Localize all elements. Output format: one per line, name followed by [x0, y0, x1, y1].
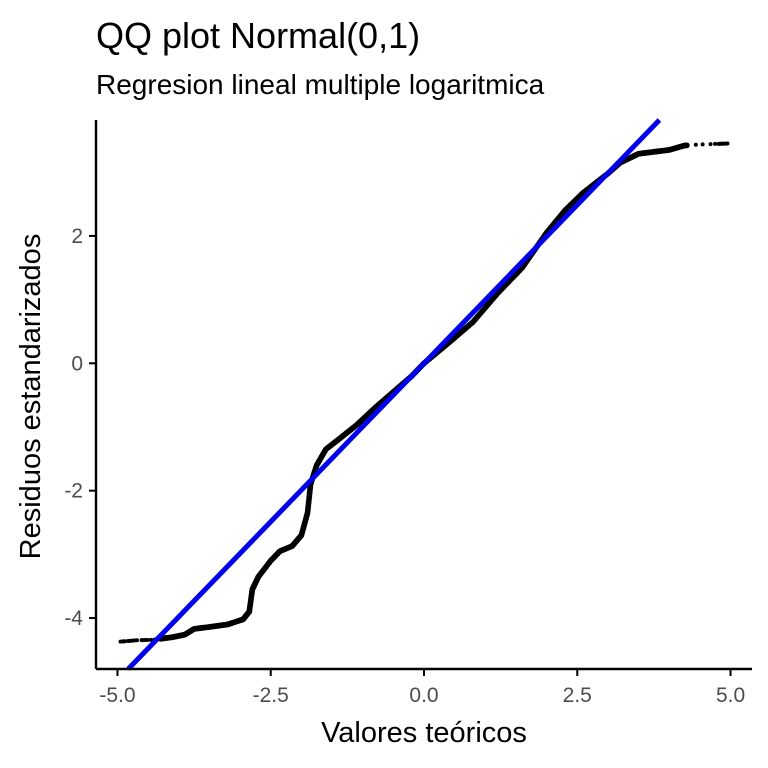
sample-points [119, 142, 730, 644]
sample-point [701, 142, 705, 146]
y-tick-label: 2 [71, 225, 83, 248]
x-tick-label: -2.5 [253, 684, 289, 707]
x-tick-label: 2.5 [563, 684, 592, 707]
y-tick-label: -4 [64, 607, 83, 630]
chart-title: QQ plot Normal(0,1) [96, 15, 420, 56]
x-tick-label: 5.0 [716, 684, 745, 707]
sample-point [694, 143, 698, 147]
x-axis-title: Valores teóricos [321, 717, 527, 749]
sample-point [709, 142, 713, 146]
x-tick-label: 0.0 [409, 684, 438, 707]
y-axis-title: Residuos estandarizados [15, 234, 47, 560]
y-tick-label: -2 [64, 480, 83, 503]
x-axis-ticks: -5.0 -2.5 0.0 2.5 5.0 [99, 669, 745, 707]
reference-line [128, 120, 659, 669]
x-tick-label: -5.0 [99, 684, 135, 707]
sample-point [725, 142, 729, 146]
chart-subtitle: Regresion lineal multiple logaritmica [96, 69, 545, 100]
y-tick-label: 0 [71, 352, 83, 375]
sample-point [684, 142, 690, 148]
sample-point [135, 638, 139, 642]
sample-point [145, 638, 149, 642]
y-axis-ticks: -4 -2 0 2 [64, 225, 96, 630]
